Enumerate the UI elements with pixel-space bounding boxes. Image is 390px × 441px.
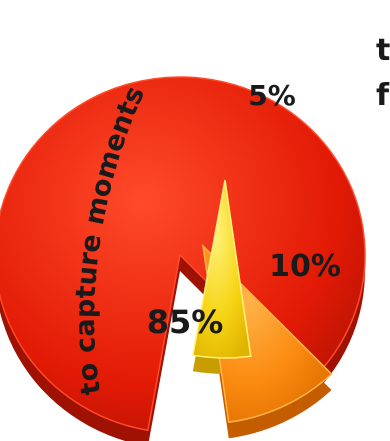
pie-slices bbox=[0, 76, 366, 432]
slice-value-label-5: 5% bbox=[248, 79, 296, 112]
slice-value-label-85: 85% bbox=[147, 303, 224, 341]
slice-value-label-10: 10% bbox=[269, 249, 341, 284]
edge-text-1: t bbox=[376, 33, 390, 68]
edge-text-2: f bbox=[376, 78, 390, 113]
slice-5 bbox=[192, 179, 252, 359]
